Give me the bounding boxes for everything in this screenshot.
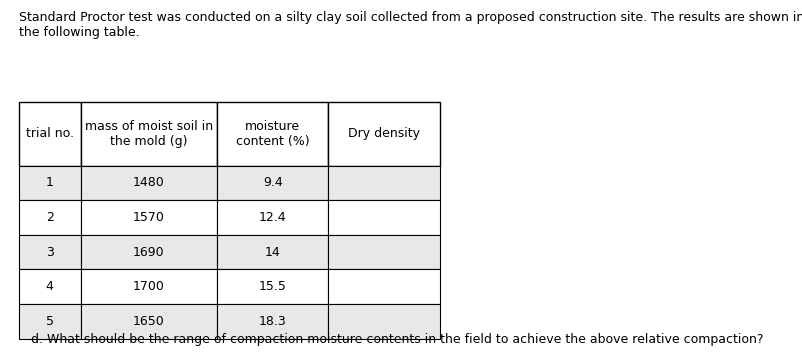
Text: Standard Proctor test was conducted on a silty clay soil collected from a propos: Standard Proctor test was conducted on a…: [18, 11, 802, 39]
Text: 12.4: 12.4: [259, 211, 286, 224]
Bar: [217, 269, 328, 304]
Bar: [18, 166, 80, 200]
Text: 1: 1: [46, 177, 54, 189]
Text: mass of moist soil in
the mold (g): mass of moist soil in the mold (g): [85, 120, 213, 148]
Text: 2: 2: [46, 211, 54, 224]
Text: 9.4: 9.4: [263, 177, 282, 189]
Bar: [328, 269, 440, 304]
Bar: [80, 269, 217, 304]
Text: 3: 3: [46, 246, 54, 258]
Bar: [18, 304, 80, 339]
Text: moisture
content (%): moisture content (%): [236, 120, 310, 148]
Text: 5: 5: [46, 315, 54, 328]
Text: trial no.: trial no.: [26, 127, 74, 140]
Bar: [18, 269, 80, 304]
Text: 15.5: 15.5: [259, 280, 286, 293]
Bar: [328, 166, 440, 200]
Text: 14: 14: [265, 246, 281, 258]
Bar: [80, 235, 217, 269]
Bar: [217, 102, 328, 166]
Bar: [217, 235, 328, 269]
Bar: [18, 200, 80, 235]
Text: 4: 4: [46, 280, 54, 293]
Bar: [217, 200, 328, 235]
Bar: [328, 200, 440, 235]
Bar: [80, 200, 217, 235]
Bar: [18, 102, 80, 166]
Text: 18.3: 18.3: [259, 315, 286, 328]
Text: 1700: 1700: [133, 280, 164, 293]
Text: 1650: 1650: [133, 315, 164, 328]
Text: 1570: 1570: [133, 211, 164, 224]
Text: 1480: 1480: [133, 177, 164, 189]
Bar: [217, 304, 328, 339]
Text: d. What should be the range of compaction moisture contents in the field to achi: d. What should be the range of compactio…: [31, 333, 764, 346]
Text: 1690: 1690: [133, 246, 164, 258]
Bar: [18, 235, 80, 269]
Bar: [328, 102, 440, 166]
Bar: [80, 304, 217, 339]
Bar: [328, 304, 440, 339]
Text: Dry density: Dry density: [348, 127, 420, 140]
Bar: [217, 166, 328, 200]
Bar: [80, 102, 217, 166]
Bar: [328, 235, 440, 269]
Bar: [80, 166, 217, 200]
